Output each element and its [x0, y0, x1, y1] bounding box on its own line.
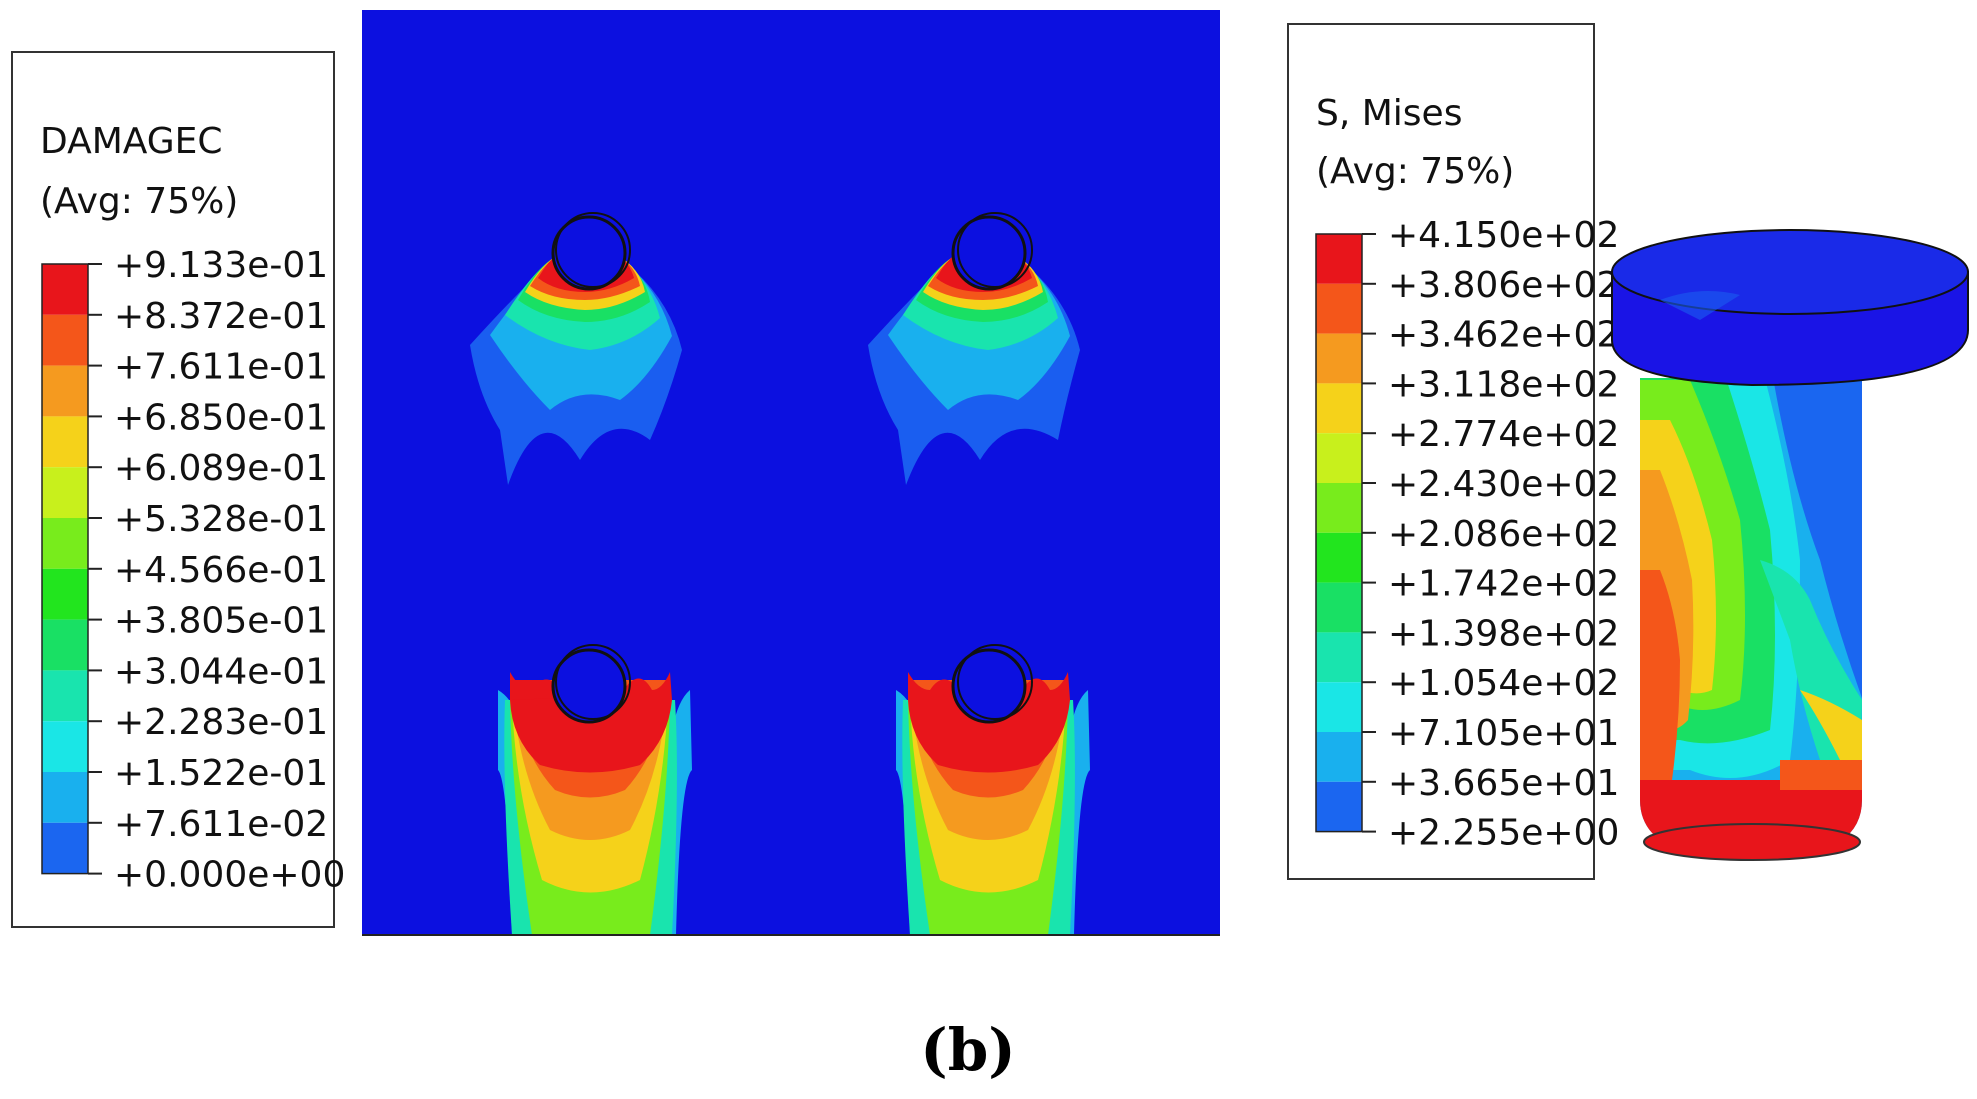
bolt-shank [1640, 378, 1862, 860]
legend-swatch [1316, 234, 1362, 284]
stress-legend-labels: +4.150e+02 +3.806e+02 +3.462e+02 +3.118e+02… [1362, 215, 1619, 854]
legend-swatch [42, 314, 88, 366]
legend-label: +3.044e-01 [114, 651, 328, 692]
legend-swatch [1316, 383, 1362, 434]
legend-label: +4.150e+02 [1388, 215, 1619, 256]
legend-label: +3.118e+02 [1388, 364, 1619, 405]
bolt-stress-model [1611, 229, 1969, 861]
legend-swatch [42, 619, 88, 671]
legend-label: +6.089e-01 [114, 448, 328, 489]
legend-swatch [1316, 483, 1362, 533]
legend-swatch [1316, 632, 1362, 683]
legend-label: +8.372e-01 [114, 296, 328, 337]
legend-swatch [1316, 781, 1362, 832]
bolt-end-face [1643, 823, 1861, 861]
legend-swatch [1316, 732, 1362, 782]
bolt-holes [551, 215, 1027, 724]
bolt-hole-bottom-right [951, 648, 1027, 724]
legend-swatch [1316, 333, 1362, 384]
legend-swatch [42, 721, 88, 772]
legend-swatch [1316, 532, 1362, 583]
legend-label: +3.806e+02 [1388, 265, 1619, 306]
legend-swatch [42, 568, 88, 620]
legend-label: +2.255e+00 [1388, 813, 1619, 854]
legend-swatch [1316, 582, 1362, 633]
legend-label: +4.566e-01 [114, 550, 328, 591]
legend-swatch [42, 365, 88, 417]
damage-zone-bottom-right [896, 672, 1090, 935]
legend-label: +2.283e-01 [114, 702, 328, 743]
legend-swatch [42, 416, 88, 468]
legend-label: +2.430e+02 [1388, 464, 1619, 505]
legend-label: +1.054e+02 [1388, 663, 1619, 704]
legend-label: +7.611e-02 [114, 804, 328, 845]
legend-label: +2.774e+02 [1388, 414, 1619, 455]
legend-label: +2.086e+02 [1388, 514, 1619, 555]
legend-swatch [42, 772, 88, 823]
plate-background [362, 10, 1220, 935]
figure-caption: (b) [920, 1016, 1015, 1084]
legend-label: +6.850e-01 [114, 397, 328, 438]
damage-legend-subtitle: (Avg: 75%) [40, 181, 238, 222]
stress-legend-subtitle: (Avg: 75%) [1316, 151, 1514, 192]
legend-swatch [42, 670, 88, 722]
legend-label: +3.805e-01 [114, 601, 328, 642]
bolt-hole-bottom-left [551, 648, 627, 724]
legend-label: +0.000e+00 [114, 855, 345, 896]
legend-label: +1.522e-01 [114, 753, 328, 794]
stress-legend-title: S, Mises [1316, 93, 1462, 134]
legend-swatch [1316, 283, 1362, 334]
legend-label: +7.105e+01 [1388, 713, 1619, 754]
legend-label: +9.133e-01 [114, 245, 328, 286]
damage-legend-title: DAMAGEC [40, 121, 223, 162]
stress-color-bar [1315, 233, 1363, 833]
legend-swatch [42, 518, 88, 569]
legend-swatch [42, 822, 88, 874]
bolt-hole-top-right [951, 215, 1027, 291]
bolt-hole-top-left [551, 215, 627, 291]
damage-color-bar [41, 263, 89, 875]
legend-label: +3.462e+02 [1388, 315, 1619, 356]
damage-zone-top-left [470, 246, 682, 485]
legend-swatch [42, 264, 88, 315]
legend-swatch [42, 467, 88, 518]
legend-swatch [1316, 433, 1362, 483]
legend-label: +3.665e+01 [1388, 763, 1619, 804]
legend-swatch [1316, 682, 1362, 732]
stress-legend: S, Mises (Avg: 75%) +4.150e+02 +3.806e+02… [1287, 23, 1619, 880]
damage-legend-labels: +9.133e-01 +8.372e-01 +7.611e-01 +6.850e-01… [88, 245, 345, 896]
damage-zone-bottom-left [498, 672, 692, 935]
damage-legend: DAMAGEC (Avg: 75%) +9.133e-01+8.372e-01+… [11, 51, 345, 928]
legend-label: +7.611e-01 [114, 347, 328, 388]
legend-label: +5.328e-01 [114, 499, 328, 540]
bolt-head [1611, 229, 1969, 387]
legend-label: +1.742e+02 [1388, 564, 1619, 605]
damage-contour-panel [362, 10, 1220, 936]
legend-label: +1.398e+02 [1388, 613, 1619, 654]
